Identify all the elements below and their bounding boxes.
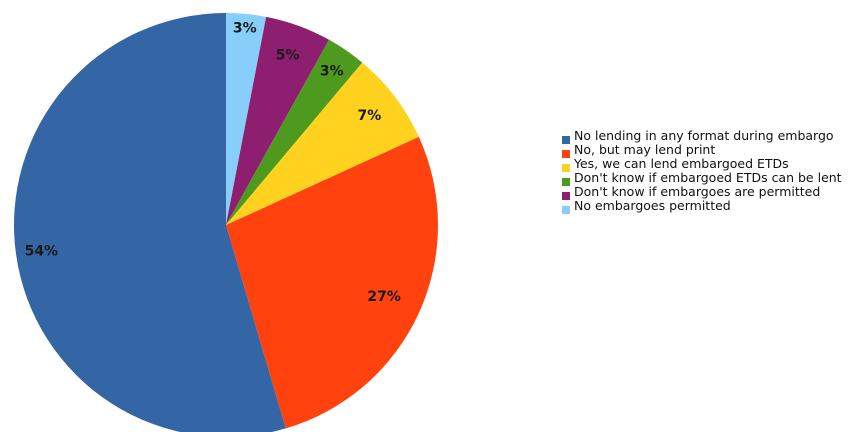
legend-item: No, but may lend print	[562, 142, 858, 158]
legend-swatch	[562, 178, 570, 186]
legend-swatch	[562, 192, 570, 200]
legend-swatch	[562, 136, 570, 144]
legend-label: Don't know if embargoed ETDs can be lent	[574, 170, 842, 185]
legend-item: Yes, we can lend embargoed ETDs	[562, 156, 858, 172]
pie-slice	[14, 13, 286, 432]
slice-value-label: 7%	[358, 108, 382, 124]
legend: No lending in any format during embargo …	[562, 128, 858, 214]
slice-value-label: 27%	[367, 289, 401, 305]
legend-swatch	[562, 206, 570, 214]
legend-item: Don't know if embargoed ETDs can be lent	[562, 170, 858, 186]
pie-slices	[14, 13, 438, 432]
pie-slice	[226, 62, 419, 226]
slice-value-label: 3%	[233, 21, 257, 37]
legend-item: No lending in any format during embargo	[562, 128, 858, 144]
legend-item: Don't know if embargoes are permitted	[562, 184, 858, 200]
legend-label: Don't know if embargoes are permitted	[574, 184, 821, 199]
legend-label: No embargoes permitted	[574, 198, 731, 213]
slice-value-label: 5%	[276, 48, 300, 64]
legend-label: No lending in any format during embargo	[574, 128, 834, 143]
legend-label: No, but may lend print	[574, 142, 716, 157]
legend-item: No embargoes permitted	[562, 198, 858, 214]
pie-slice	[226, 39, 363, 226]
pie-slice	[226, 13, 267, 225]
slice-value-label: 54%	[25, 244, 59, 260]
legend-label: Yes, we can lend embargoed ETDs	[574, 156, 789, 171]
legend-swatch	[562, 150, 570, 158]
pie-labels: 3% 5% 3% 7% 27% 54%	[25, 21, 401, 305]
slice-value-label: 3%	[320, 63, 344, 79]
pie-slice	[226, 16, 330, 225]
legend-swatch	[562, 164, 570, 172]
pie-slice	[226, 136, 438, 429]
